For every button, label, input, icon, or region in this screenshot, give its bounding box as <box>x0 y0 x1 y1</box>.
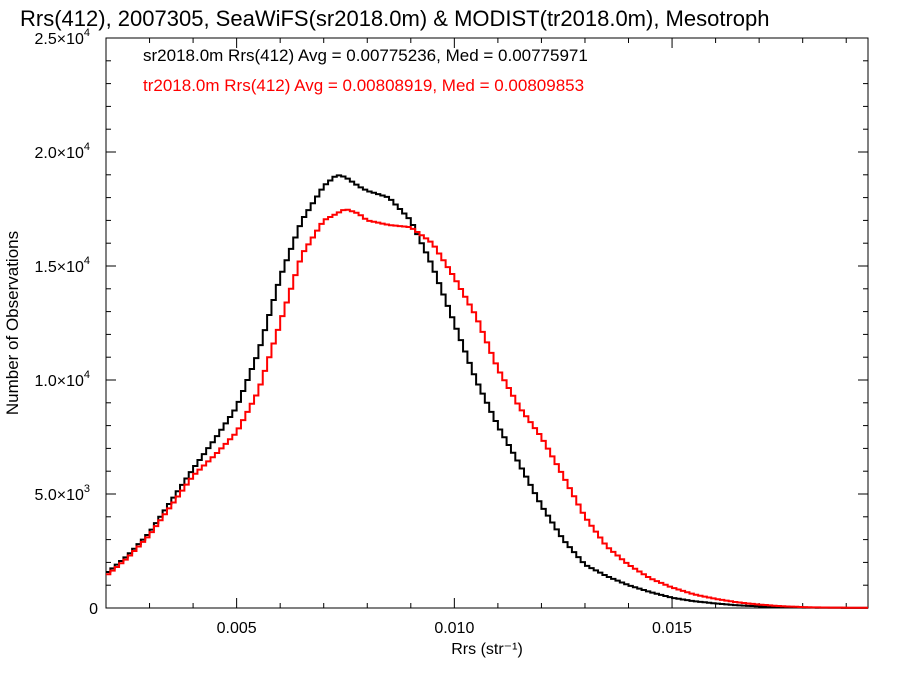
plot-frame <box>105 37 869 609</box>
y-tick-label: 1.5×104 <box>34 255 90 276</box>
series-layer <box>106 174 868 609</box>
series-line-0 <box>106 174 868 609</box>
tick-marks <box>105 37 868 609</box>
chart-title: Rrs(412), 2007305, SeaWiFS(sr2018.0m) & … <box>20 6 770 31</box>
annotation-sr2018: sr2018.0m Rrs(412) Avg = 0.00775236, Med… <box>143 46 588 65</box>
x-axis-label: Rrs (str⁻¹) <box>451 641 523 658</box>
series-line-1 <box>106 208 868 609</box>
x-axis-label-text: Rrs (str⁻¹) <box>451 641 523 658</box>
y-axis-label: Number of Observations <box>3 231 22 415</box>
tick-labels: 0.005 0.010 0.015 0 5.0×103 1.0×104 1.5×104 2.0… <box>34 27 692 637</box>
y-tick-label: 2.0×104 <box>34 141 90 162</box>
x-tick-label: 0.005 <box>217 620 257 637</box>
x-tick-label: 0.010 <box>434 620 474 637</box>
y-tick-label: 5.0×103 <box>34 483 90 504</box>
y-tick-label: 1.0×104 <box>34 369 90 390</box>
y-tick-label: 2.5×104 <box>34 27 90 48</box>
annotation-tr2018: tr2018.0m Rrs(412) Avg = 0.00808919, Med… <box>143 76 584 95</box>
y-tick-label: 0 <box>89 601 98 618</box>
x-tick-label: 0.015 <box>652 620 692 637</box>
